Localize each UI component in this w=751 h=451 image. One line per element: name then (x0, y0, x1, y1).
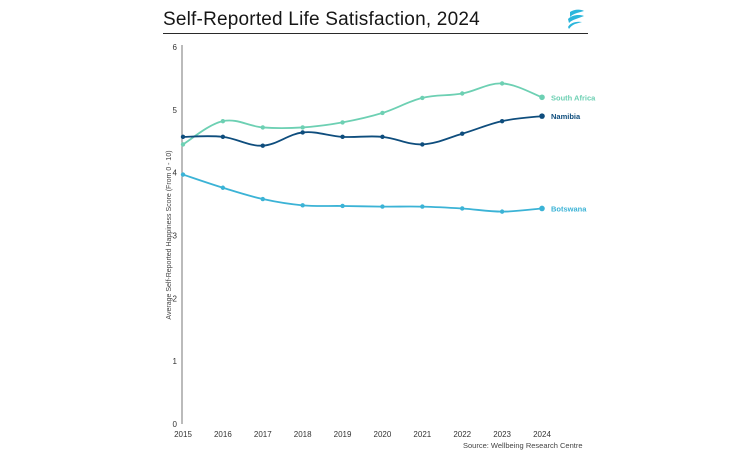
data-point-south-africa (460, 91, 465, 96)
data-point-namibia (220, 134, 226, 140)
data-point-botswana (220, 185, 226, 190)
y-tick-label: 0 (173, 420, 178, 429)
data-point-namibia (539, 113, 545, 119)
series-line-south-africa (182, 82, 543, 146)
data-point-namibia (260, 143, 265, 148)
y-tick-label: 4 (173, 169, 178, 178)
brand-logo-icon (568, 9, 584, 29)
chart-title: Self-Reported Life Satisfaction, 2024 (163, 9, 480, 30)
data-point-south-africa (220, 118, 226, 124)
data-point-namibia (380, 134, 385, 140)
series-label-botswana: Botswana (551, 204, 587, 213)
x-tick-label: 2018 (294, 430, 312, 439)
data-point-botswana (340, 203, 345, 209)
x-tick-label: 2021 (413, 430, 431, 439)
data-point-namibia (300, 130, 305, 135)
title-divider (163, 33, 588, 34)
series-line-namibia (182, 115, 543, 147)
x-tick-label: 2024 (533, 430, 551, 439)
data-point-south-africa (499, 81, 505, 86)
data-point-namibia (340, 134, 345, 140)
data-point-botswana (380, 204, 385, 209)
data-point-south-africa (380, 110, 385, 116)
y-tick-label: 5 (173, 106, 178, 115)
data-point-south-africa (420, 95, 425, 101)
x-tick-label: 2019 (334, 430, 352, 439)
x-tick-label: 2023 (493, 430, 511, 439)
data-point-botswana (539, 205, 545, 212)
y-tick-label: 1 (173, 357, 178, 366)
x-tick-label: 2016 (214, 430, 232, 439)
data-point-namibia (499, 118, 505, 124)
x-tick-label: 2022 (453, 430, 471, 439)
data-point-botswana (260, 196, 265, 202)
data-point-namibia (460, 131, 465, 136)
series-label-south-africa: South Africa (551, 93, 596, 102)
data-point-botswana (460, 206, 465, 211)
y-tick-label: 2 (173, 294, 178, 303)
data-point-south-africa (539, 94, 545, 101)
data-point-botswana (180, 172, 186, 177)
data-point-namibia (420, 142, 425, 147)
series-label-namibia: Namibia (551, 112, 581, 121)
data-point-botswana (420, 204, 425, 209)
data-point-south-africa (340, 120, 345, 125)
y-tick-label: 6 (173, 43, 178, 52)
data-point-south-africa (180, 142, 186, 147)
x-tick-label: 2017 (254, 430, 272, 439)
y-tick-label: 3 (173, 232, 178, 241)
data-point-namibia (180, 134, 186, 140)
x-tick-label: 2015 (174, 430, 192, 439)
x-tick-label: 2020 (374, 430, 392, 439)
data-point-south-africa (260, 125, 265, 130)
source-note: Source: Wellbeing Research Centre (463, 441, 583, 450)
data-point-botswana (300, 203, 305, 208)
data-point-botswana (499, 209, 505, 214)
data-point-south-africa (300, 125, 305, 130)
series-line-botswana (182, 173, 543, 213)
